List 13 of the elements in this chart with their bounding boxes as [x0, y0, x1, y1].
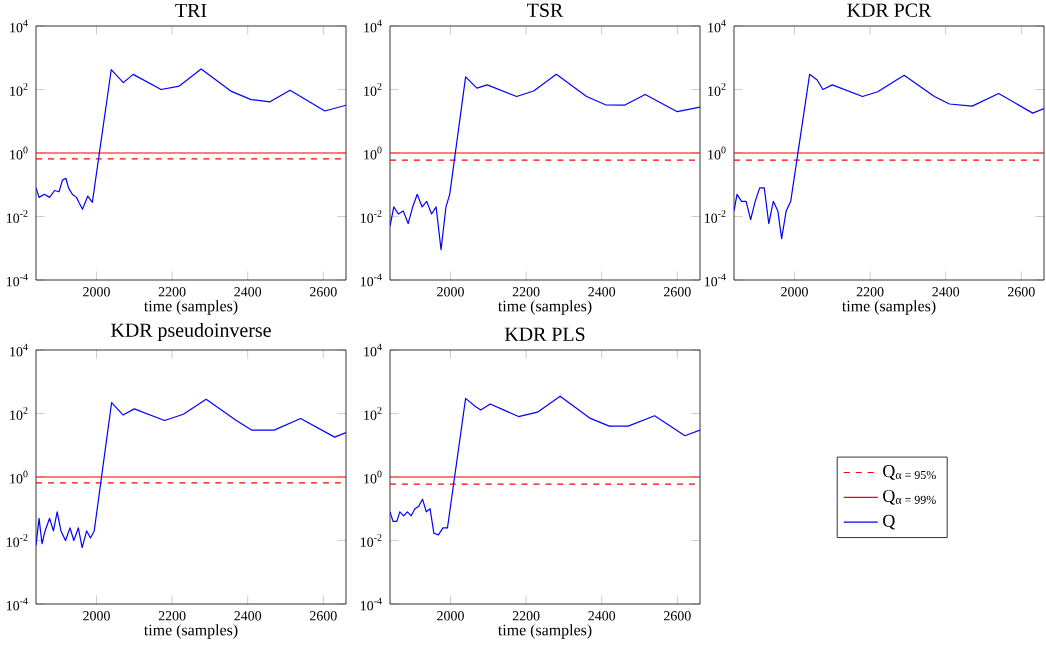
- line-series: [36, 68, 346, 210]
- chart-title: KDR PLS: [504, 327, 585, 341]
- chart-title: TSR: [527, 3, 564, 17]
- line-series: [390, 73, 700, 251]
- legend-label: Q$_{α = 95%}$: [883, 465, 936, 480]
- line-series: [734, 73, 1045, 240]
- chart-title: KDR pseudoinverse: [111, 322, 271, 341]
- chart-title: TRI: [175, 3, 207, 17]
- legend-label: Q$_{α = 99%}$: [883, 489, 936, 505]
- legend-label: Q: [883, 514, 896, 530]
- line-series: [390, 395, 700, 536]
- line-series: [36, 398, 346, 549]
- chart-title: KDR PCR: [847, 3, 932, 17]
